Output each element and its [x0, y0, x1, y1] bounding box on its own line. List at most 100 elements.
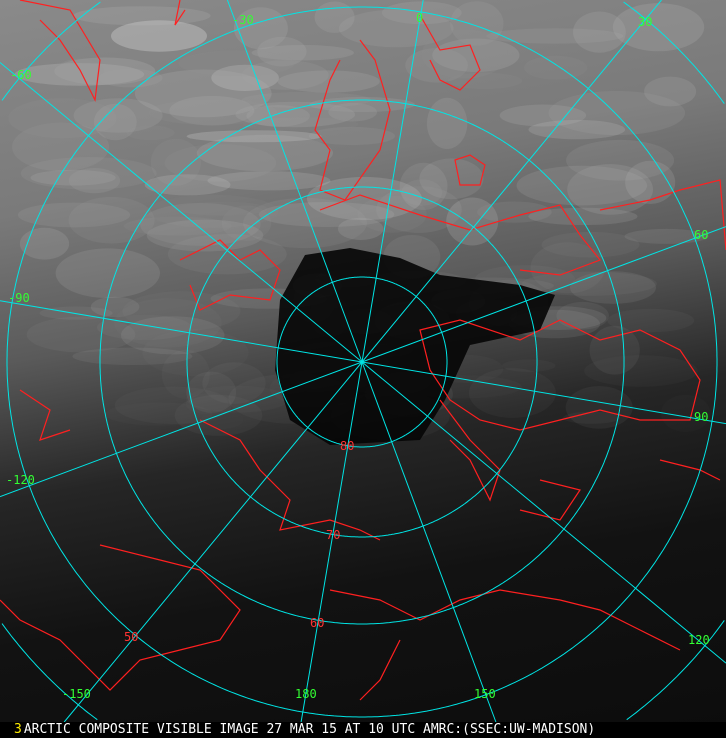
meridian-line: [361, 361, 726, 664]
lon-label-90: 90: [694, 410, 708, 424]
cloud-patch: [19, 227, 70, 260]
cloud-patch: [314, 1, 355, 33]
meridian-line: [361, 0, 662, 363]
cloud-patch: [98, 68, 163, 88]
cloud-patch: [528, 119, 626, 140]
cloud-patch: [134, 69, 272, 118]
cloud-patch: [468, 368, 556, 418]
cloud-patch: [114, 386, 232, 424]
latitude-circle: [186, 186, 538, 538]
meridian-line: [361, 361, 497, 723]
meridian-line: [361, 0, 424, 363]
cloud-patch: [186, 371, 237, 413]
cloud-patch: [308, 126, 396, 146]
cloud-patch: [142, 329, 249, 377]
cloud-patch: [235, 101, 356, 128]
cloud-patch: [419, 158, 484, 200]
cloud-patch: [55, 58, 105, 85]
cloud-patch: [477, 201, 552, 223]
cloud-patch: [530, 242, 606, 294]
cloud-patch: [548, 91, 686, 135]
lon-label-0: 0: [416, 11, 423, 25]
cloud-patch: [90, 296, 140, 318]
cloud-patch: [426, 97, 468, 149]
latitude-circle: [99, 99, 625, 625]
lon-label-150: 150: [474, 687, 496, 701]
meridian-line: [300, 361, 363, 723]
meridian-line: [361, 226, 726, 363]
cloud-patch: [432, 38, 520, 72]
image-caption: 3 ARCTIC COMPOSITE VISIBLE IMAGE 27 MAR 1…: [0, 722, 726, 738]
cloud-patch: [421, 29, 508, 79]
cloud-patch: [589, 325, 640, 375]
cloud-patch: [257, 36, 307, 67]
cloud-patch: [207, 171, 331, 191]
cloud-patch: [126, 125, 175, 141]
caption-text: ARCTIC COMPOSITE VISIBLE IMAGE 27 MAR 15…: [23, 722, 596, 737]
cloud-patch: [516, 165, 648, 206]
cloud-patch: [150, 138, 201, 186]
cloud-patch: [556, 301, 609, 330]
cloud-patch: [178, 201, 268, 216]
cloud-patch: [144, 174, 231, 196]
lon-label-120: 120: [688, 633, 710, 647]
cloud-patch: [167, 234, 287, 275]
cloud-patch: [328, 102, 378, 122]
cloud-patch: [242, 117, 359, 132]
no-data-region: [275, 248, 555, 445]
cloud-patch: [72, 347, 193, 365]
frame-number: 3: [14, 722, 22, 737]
cloud-patch: [73, 6, 211, 26]
cloud-patch: [399, 162, 448, 210]
cloud-patch: [607, 308, 695, 333]
cloud-patch: [122, 291, 241, 332]
meridian-line: [63, 361, 363, 723]
cloud-patch: [111, 20, 207, 52]
cloud-patch: [202, 362, 266, 404]
cloud-patch: [68, 168, 120, 194]
cloud-patch: [196, 134, 333, 172]
cloud-patch: [30, 169, 116, 186]
meridian-line: [0, 300, 363, 363]
lat-label-70: 70: [326, 528, 340, 542]
cloud-patch: [612, 3, 705, 52]
cloud-patch: [161, 349, 210, 399]
cloud-patch: [241, 60, 329, 90]
cloud-patch: [211, 64, 279, 91]
cloud-patch: [541, 231, 640, 258]
cloud-patch: [169, 95, 255, 126]
latitude-circle: [276, 276, 448, 448]
cloud-patch: [567, 164, 653, 215]
cloud-patch: [499, 104, 587, 127]
cloud-patch: [565, 386, 633, 429]
cloud-patch: [146, 219, 264, 252]
cloud-patch: [337, 217, 384, 240]
lon-label-minus-30: -30: [232, 13, 254, 27]
latitude-circle: [1, 1, 725, 721]
cloud-patch: [625, 160, 676, 204]
meridian-line: [226, 0, 363, 363]
cloud-patch: [486, 28, 624, 44]
lon-label-180: 180: [295, 687, 317, 701]
cloud-patch: [563, 411, 620, 424]
cloud-patch: [338, 9, 454, 48]
cloud-patch: [17, 202, 131, 228]
coastlines: [0, 0, 726, 701]
cloud-patch: [644, 76, 697, 107]
lat-label-50: 50: [124, 630, 138, 644]
cloud-patch: [381, 1, 462, 25]
meridian-line: [0, 361, 363, 498]
latitude-circle: [6, 6, 718, 718]
lon-label-30: 30: [638, 15, 652, 29]
cloud-patch: [357, 195, 427, 233]
cloud-patch: [178, 50, 295, 77]
cloud-patch: [450, 1, 504, 46]
cloud-patch: [68, 196, 155, 244]
lat-lon-grid: [0, 0, 726, 723]
cloud-patch: [573, 11, 626, 53]
cloud-patch: [12, 122, 110, 172]
lat-label-60: 60: [310, 616, 324, 630]
meridian-line: [361, 361, 726, 425]
